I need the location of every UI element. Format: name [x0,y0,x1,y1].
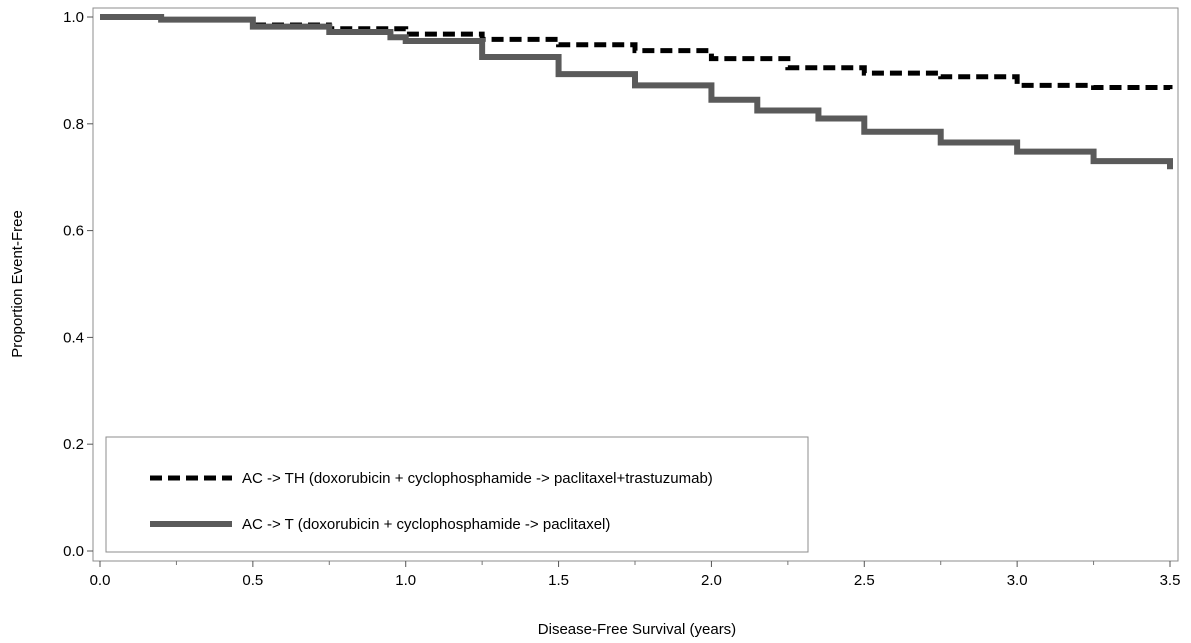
series-line-ac-th [100,14,1173,90]
y-tick-label: 0.8 [63,116,84,133]
y-tick-label: 0.6 [63,223,84,240]
x-tick-label: 1.5 [548,572,569,589]
y-tick-label: 0.4 [63,329,84,346]
x-tick-label: 0.0 [90,572,111,589]
series-line-ac-t [100,14,1173,170]
y-axis-ticks: 0.0 0.2 0.4 0.6 0.8 1.0 [63,9,93,560]
y-tick-label: 1.0 [63,9,84,26]
x-tick-label: 3.0 [1007,572,1028,589]
y-axis-title: Proportion Event-Free [9,210,26,358]
x-tick-label: 3.5 [1160,572,1181,589]
legend-label-ac-t: AC -> T (doxorubicin + cyclophosphamide … [242,516,610,533]
series-layer [100,14,1173,170]
x-axis-ticks: 0.0 0.5 1.0 1.5 2.0 2.5 3.0 3.5 [90,561,1181,589]
legend-box [105,436,809,553]
x-tick-label: 2.5 [854,572,875,589]
y-tick-label: 0.0 [63,543,84,560]
legend-label-ac-th: AC -> TH (doxorubicin + cyclophosphamide… [242,470,713,487]
x-tick-label: 0.5 [242,572,263,589]
x-axis-title: Disease-Free Survival (years) [538,621,736,638]
x-tick-label: 2.0 [701,572,722,589]
x-tick-label: 1.0 [395,572,416,589]
y-tick-label: 0.2 [63,436,84,453]
legend: AC -> TH (doxorubicin + cyclophosphamide… [105,436,809,553]
